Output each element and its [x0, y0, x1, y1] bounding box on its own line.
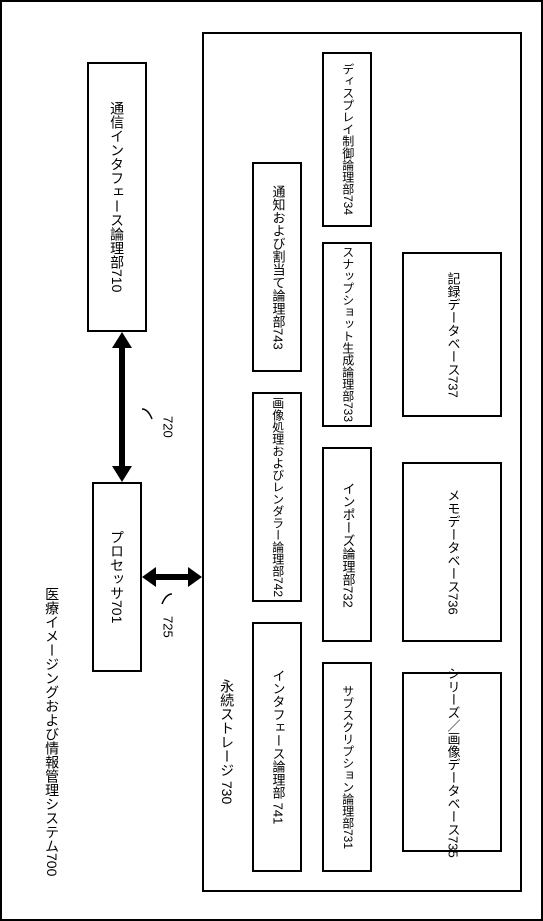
arrow-725-label: 725 [159, 616, 176, 638]
block-732: インポーズ論理部 732 [322, 447, 372, 642]
block-735: シリーズ／画像 データベース 735 [402, 672, 502, 852]
comm-interface-ref: 710 [108, 269, 126, 292]
system-title-label: 医療イメージング および情報管理システム 700 [22, 592, 82, 872]
arrow-720-label-wrap: 720 [152, 402, 182, 452]
arrow-720 [102, 332, 142, 482]
arrow-720-tick [140, 407, 154, 421]
block-731: サブスクリプション 論理部 731 [322, 662, 372, 872]
arrow-720-label: 720 [159, 416, 176, 438]
block-741: インタフェース論理部 741 [252, 622, 302, 872]
storage-label: 永続ストレージ [219, 679, 235, 777]
system-title-line2: および情報管理システム [43, 699, 61, 853]
system-title-line1: 医療イメージング [43, 587, 61, 699]
comm-interface-line1: 通信 [108, 101, 126, 129]
block-736: メモデータベース 736 [402, 462, 502, 642]
comm-interface-box: 通信 インタフェース論理部 710 [87, 62, 147, 332]
arrow-725 [142, 557, 202, 597]
processor-box: プロセッサ 701 [92, 482, 142, 672]
block-733: スナップショット 生成論理部 733 [322, 242, 372, 427]
arrow-725-label-wrap: 725 [152, 602, 182, 652]
arrow-725-tick [160, 592, 174, 606]
diagram-canvas: 医療イメージング および情報管理システム 700 プロセッサ 701 通信 イン… [0, 0, 543, 921]
block-742: 画像処理および レンダラー論理部 742 [252, 392, 302, 602]
block-743: 通知および 割当て論理部 743 [252, 162, 302, 372]
block-734: ディスプレイ制御 論理部 734 [322, 52, 372, 227]
storage-label-wrap: 永続ストレージ 730 [212, 627, 242, 857]
storage-ref: 730 [219, 781, 235, 804]
processor-label: プロセッサ [108, 530, 126, 600]
comm-interface-line2: インタフェース論理部 [108, 129, 126, 269]
system-title-ref: 700 [43, 853, 61, 876]
block-737: 記録 データベース 737 [402, 252, 502, 417]
processor-ref: 701 [108, 600, 126, 623]
